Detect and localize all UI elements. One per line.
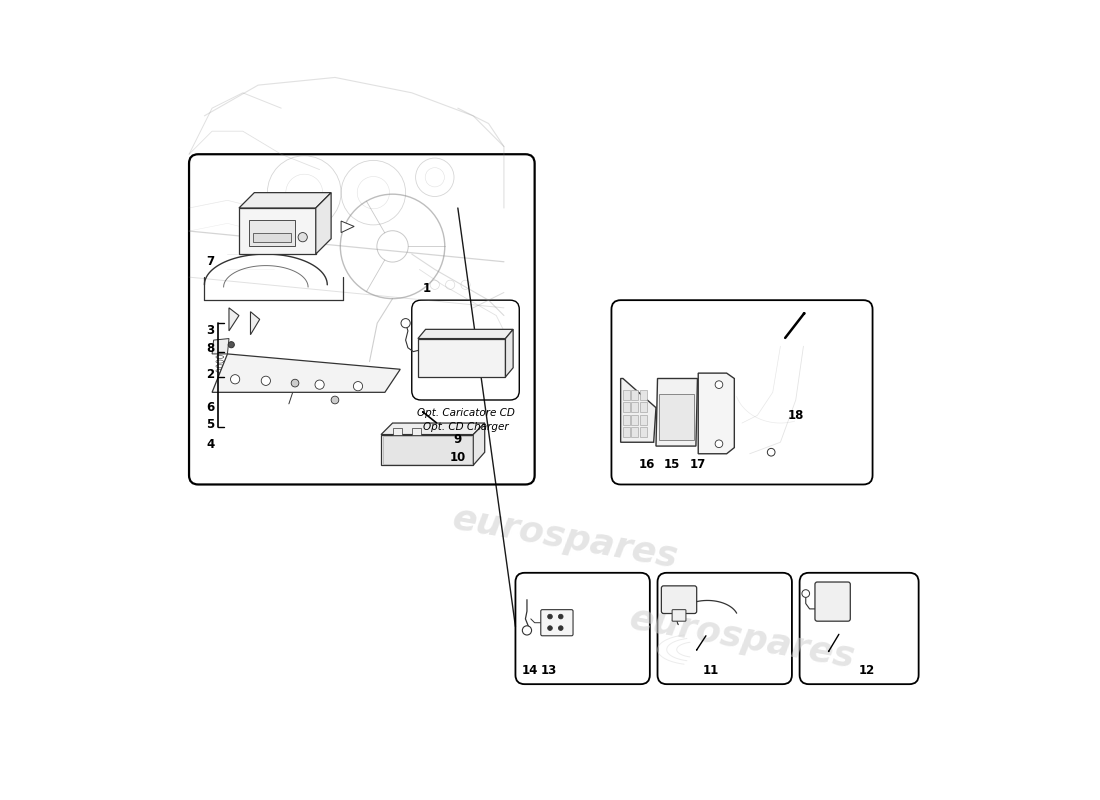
Bar bbox=[640, 402, 647, 412]
Text: 1: 1 bbox=[424, 282, 431, 295]
FancyBboxPatch shape bbox=[672, 610, 686, 621]
Circle shape bbox=[548, 626, 552, 630]
Circle shape bbox=[292, 379, 299, 387]
Bar bbox=[631, 427, 638, 437]
FancyBboxPatch shape bbox=[189, 154, 535, 485]
Text: 12: 12 bbox=[858, 664, 874, 677]
Polygon shape bbox=[506, 330, 513, 377]
Polygon shape bbox=[239, 193, 331, 208]
Polygon shape bbox=[239, 208, 316, 254]
Text: eurospares: eurospares bbox=[450, 502, 681, 575]
Circle shape bbox=[715, 440, 723, 448]
FancyBboxPatch shape bbox=[612, 300, 872, 485]
Circle shape bbox=[715, 381, 723, 389]
Bar bbox=[640, 390, 647, 400]
Text: 5: 5 bbox=[207, 418, 215, 431]
Text: eurospares: eurospares bbox=[627, 602, 858, 674]
Bar bbox=[640, 427, 647, 437]
Polygon shape bbox=[620, 378, 656, 442]
Polygon shape bbox=[656, 378, 697, 446]
Text: 16: 16 bbox=[639, 458, 654, 471]
FancyBboxPatch shape bbox=[411, 300, 519, 400]
Polygon shape bbox=[698, 373, 735, 454]
Bar bbox=[623, 402, 630, 412]
FancyBboxPatch shape bbox=[658, 573, 792, 684]
Text: 17: 17 bbox=[690, 458, 705, 471]
Circle shape bbox=[231, 374, 240, 384]
Text: 3: 3 bbox=[207, 324, 215, 338]
Bar bbox=[659, 394, 694, 440]
Polygon shape bbox=[212, 354, 400, 392]
Circle shape bbox=[559, 614, 563, 619]
Polygon shape bbox=[381, 423, 485, 434]
Circle shape bbox=[228, 342, 234, 348]
FancyBboxPatch shape bbox=[541, 610, 573, 636]
Text: 14: 14 bbox=[521, 664, 538, 677]
Text: 13: 13 bbox=[540, 664, 557, 677]
Text: 9: 9 bbox=[453, 434, 462, 446]
Bar bbox=[623, 414, 630, 425]
Circle shape bbox=[768, 448, 776, 456]
FancyBboxPatch shape bbox=[815, 582, 850, 621]
Text: Opt. Caricatore CD: Opt. Caricatore CD bbox=[417, 408, 515, 418]
Text: 8: 8 bbox=[207, 342, 215, 355]
Circle shape bbox=[353, 382, 363, 390]
Circle shape bbox=[559, 626, 563, 630]
Bar bbox=[623, 390, 630, 400]
Bar bbox=[631, 402, 638, 412]
Circle shape bbox=[402, 318, 410, 328]
FancyBboxPatch shape bbox=[800, 573, 918, 684]
Circle shape bbox=[802, 590, 810, 598]
Circle shape bbox=[548, 614, 552, 619]
Text: Opt. CD Charger: Opt. CD Charger bbox=[422, 422, 508, 432]
Text: 18: 18 bbox=[788, 409, 804, 422]
Polygon shape bbox=[381, 434, 473, 466]
Bar bbox=[253, 233, 292, 242]
Polygon shape bbox=[229, 308, 239, 331]
Polygon shape bbox=[212, 338, 229, 354]
Circle shape bbox=[298, 233, 307, 242]
Polygon shape bbox=[418, 330, 513, 338]
Text: 10: 10 bbox=[450, 451, 466, 464]
Text: 11: 11 bbox=[703, 664, 719, 677]
Text: 2: 2 bbox=[207, 368, 215, 381]
Polygon shape bbox=[418, 338, 506, 377]
FancyBboxPatch shape bbox=[661, 586, 696, 614]
Polygon shape bbox=[341, 221, 354, 233]
Bar bbox=[393, 429, 402, 434]
Circle shape bbox=[522, 626, 531, 635]
Bar bbox=[631, 414, 638, 425]
Bar bbox=[411, 429, 421, 434]
Bar bbox=[623, 427, 630, 437]
Circle shape bbox=[331, 396, 339, 404]
Circle shape bbox=[315, 380, 324, 390]
FancyBboxPatch shape bbox=[516, 573, 650, 684]
Polygon shape bbox=[383, 436, 472, 464]
Polygon shape bbox=[473, 423, 485, 466]
Text: 4: 4 bbox=[207, 438, 215, 451]
Polygon shape bbox=[251, 312, 260, 334]
Bar bbox=[640, 414, 647, 425]
Bar bbox=[249, 219, 295, 246]
Text: 7: 7 bbox=[207, 255, 215, 268]
Circle shape bbox=[261, 376, 271, 386]
Bar bbox=[631, 390, 638, 400]
Polygon shape bbox=[316, 193, 331, 254]
Text: 15: 15 bbox=[664, 458, 680, 471]
Text: 6: 6 bbox=[207, 401, 215, 414]
